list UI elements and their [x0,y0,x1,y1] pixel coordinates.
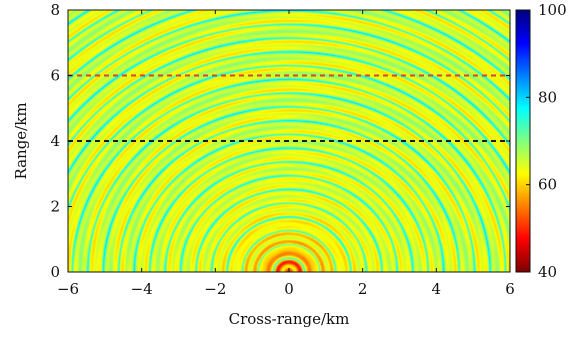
y-tick-label: 0 [50,263,60,281]
colorbar: 40 60 80 100 [515,1,567,281]
x-tick-label: −4 [131,280,153,298]
colorbar-tick-label: 100 [538,1,567,19]
colorbar-tick-label: 80 [538,88,557,106]
reference-lines [68,74,510,142]
y-tick-label: 8 [50,1,60,19]
x-axis-title: Cross-range/km [229,310,350,328]
x-tick-label: −6 [57,280,79,298]
x-tick-label: 4 [432,280,442,298]
y-tick-label: 2 [50,198,60,216]
x-tick-label: −2 [204,280,226,298]
y-axis-title: Range/km [12,102,30,179]
colorbar-tick-label: 60 [538,176,557,194]
heatmap-plot: −6 −4 −2 0 2 4 6 0 2 4 6 8 Cross-range/km Range/km [12,1,515,328]
x-tick-label: 0 [284,280,294,298]
y-tick-label: 6 [50,67,60,85]
x-tick-label: 6 [505,280,515,298]
colorbar-tick-label: 40 [538,263,557,281]
colorbar-frame [515,9,531,273]
colorbar-gradient [516,10,530,272]
y-axis: 0 2 4 6 8 [50,1,510,281]
x-tick-label: 2 [358,280,368,298]
colorbar-ticks: 40 60 80 100 [526,1,567,281]
x-axis: −6 −4 −2 0 2 4 6 [57,10,515,298]
y-tick-label: 4 [50,132,60,150]
